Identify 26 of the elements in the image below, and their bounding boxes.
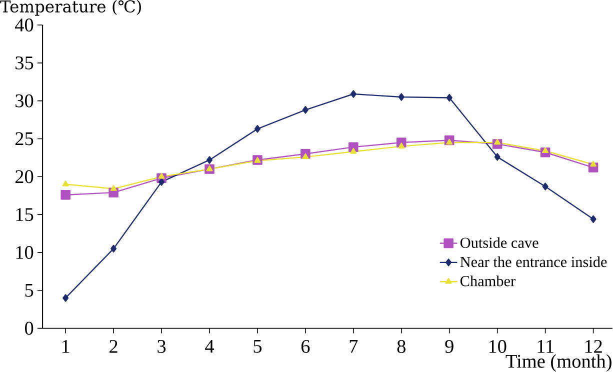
- y-tick-label: 0: [25, 322, 34, 335]
- y-tick-label: 30: [16, 94, 34, 108]
- x-tick-label: 6: [301, 340, 310, 354]
- x-tick-label: 7: [350, 340, 358, 353]
- y-tick-label: 25: [15, 132, 34, 146]
- legend-label: Chamber: [460, 276, 516, 286]
- y-axis-title: Temperature (℃): [0, 0, 141, 16]
- legend-label: Near the entrance inside: [460, 256, 607, 268]
- x-tick-label: 9: [445, 340, 454, 354]
- y-tick-label: 10: [16, 246, 34, 260]
- x-tick-label: 5: [254, 340, 262, 353]
- x-tick-label: 10: [489, 340, 506, 354]
- x-tick-label: 1: [62, 340, 70, 353]
- x-tick-label: 4: [205, 340, 214, 353]
- y-tick-label: 40: [15, 18, 34, 32]
- x-axis-title: Time (month): [506, 354, 612, 372]
- x-tick-label: 2: [110, 340, 118, 353]
- legend-label: Outside cave: [460, 237, 538, 248]
- x-tick-label: 12: [585, 340, 602, 353]
- x-tick-label: 11: [538, 340, 554, 353]
- y-tick-label: 15: [16, 208, 34, 222]
- y-tick-label: 20: [15, 170, 34, 184]
- y-tick-label: 35: [16, 56, 34, 70]
- y-tick-label: 5: [25, 284, 34, 297]
- x-tick-label: 8: [397, 340, 406, 354]
- x-tick-label: 3: [158, 340, 166, 354]
